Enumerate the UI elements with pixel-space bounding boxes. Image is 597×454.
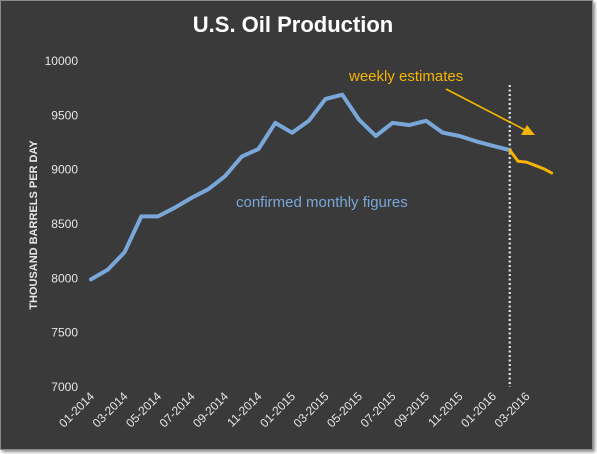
monthly-figures-line [89,92,512,282]
x-tick-label: 11-2015 [425,389,466,430]
monthly-data-point [407,123,411,127]
monthly-data-point [139,214,143,218]
monthly-data-point [240,155,244,159]
x-tick-label: 03-2014 [90,389,131,430]
arrow-shaft [445,88,528,132]
monthly-data-point [256,147,261,151]
weekly-data-point [533,164,537,167]
arrow-head [521,125,535,135]
x-tick-label: 01-2015 [257,389,298,430]
monthly-data-point [390,121,395,125]
x-tick-label: 05-2015 [324,389,365,430]
monthly-data-point [223,174,227,178]
monthly-data-point [491,144,495,148]
monthly-data-point [357,118,361,122]
monthly-data-point [441,131,445,135]
monthly-data-point [173,206,177,210]
y-tick-label: 7000 [51,380,78,394]
weekly-data-point [508,148,511,152]
y-tick-label: 8500 [51,217,78,231]
weekly-data-point [516,160,520,163]
monthly-data-point [189,196,194,200]
y-tick-label: 7500 [51,326,78,340]
x-tick-label: 09-2014 [190,389,231,430]
y-axis-label: THOUSAND BARRELS PER DAY [28,140,40,310]
y-tick-labels: 7000 7500 8000 8500 9000 9500 10000 [45,54,79,394]
weekly-data-point [542,167,545,170]
x-tick-label: 05-2014 [123,389,164,430]
x-tick-labels: 01-201403-201405-201407-201409-201411-20… [56,389,533,430]
x-tick-label: 07-2015 [358,389,399,430]
x-tick-label: 03-2016 [492,389,533,430]
weekly-data-point [550,171,553,175]
monthly-data-point [290,131,294,135]
monthly-data-point [206,187,210,191]
monthly-data-point [307,119,311,123]
weekly-estimates-line [508,148,554,175]
x-tick-label: 11-2014 [224,389,265,430]
monthly-data-point [374,134,378,138]
monthly-data-point [340,93,344,97]
y-tick-label: 10000 [45,54,79,68]
monthly-data-point [424,119,428,123]
weekly-estimates-label: weekly estimates [348,68,463,85]
y-tick-label: 8000 [51,271,78,285]
x-tick-label: 07-2014 [157,389,198,430]
monthly-data-point [323,97,328,101]
monthly-data-point [122,250,127,254]
weekly-estimates-arrow [445,88,535,135]
monthly-data-point [106,268,110,272]
monthly-data-point [89,277,93,281]
series-layer [89,92,554,282]
x-tick-label: 09-2015 [391,389,432,430]
monthly-data-point [457,134,462,138]
chart-title: U.S. Oil Production [193,12,393,37]
monthly-figures-label: confirmed monthly figures [236,194,408,211]
monthly-data-point [273,121,277,125]
monthly-data-point [156,214,160,218]
x-tick-label: 01-2014 [56,389,97,430]
monthly-data-point [474,139,478,143]
y-tick-label: 9000 [51,163,78,177]
x-tick-label: 01-2016 [458,389,499,430]
x-tick-label: 03-2015 [291,389,332,430]
y-tick-label: 9500 [51,108,78,122]
weekly-data-point [525,160,528,164]
